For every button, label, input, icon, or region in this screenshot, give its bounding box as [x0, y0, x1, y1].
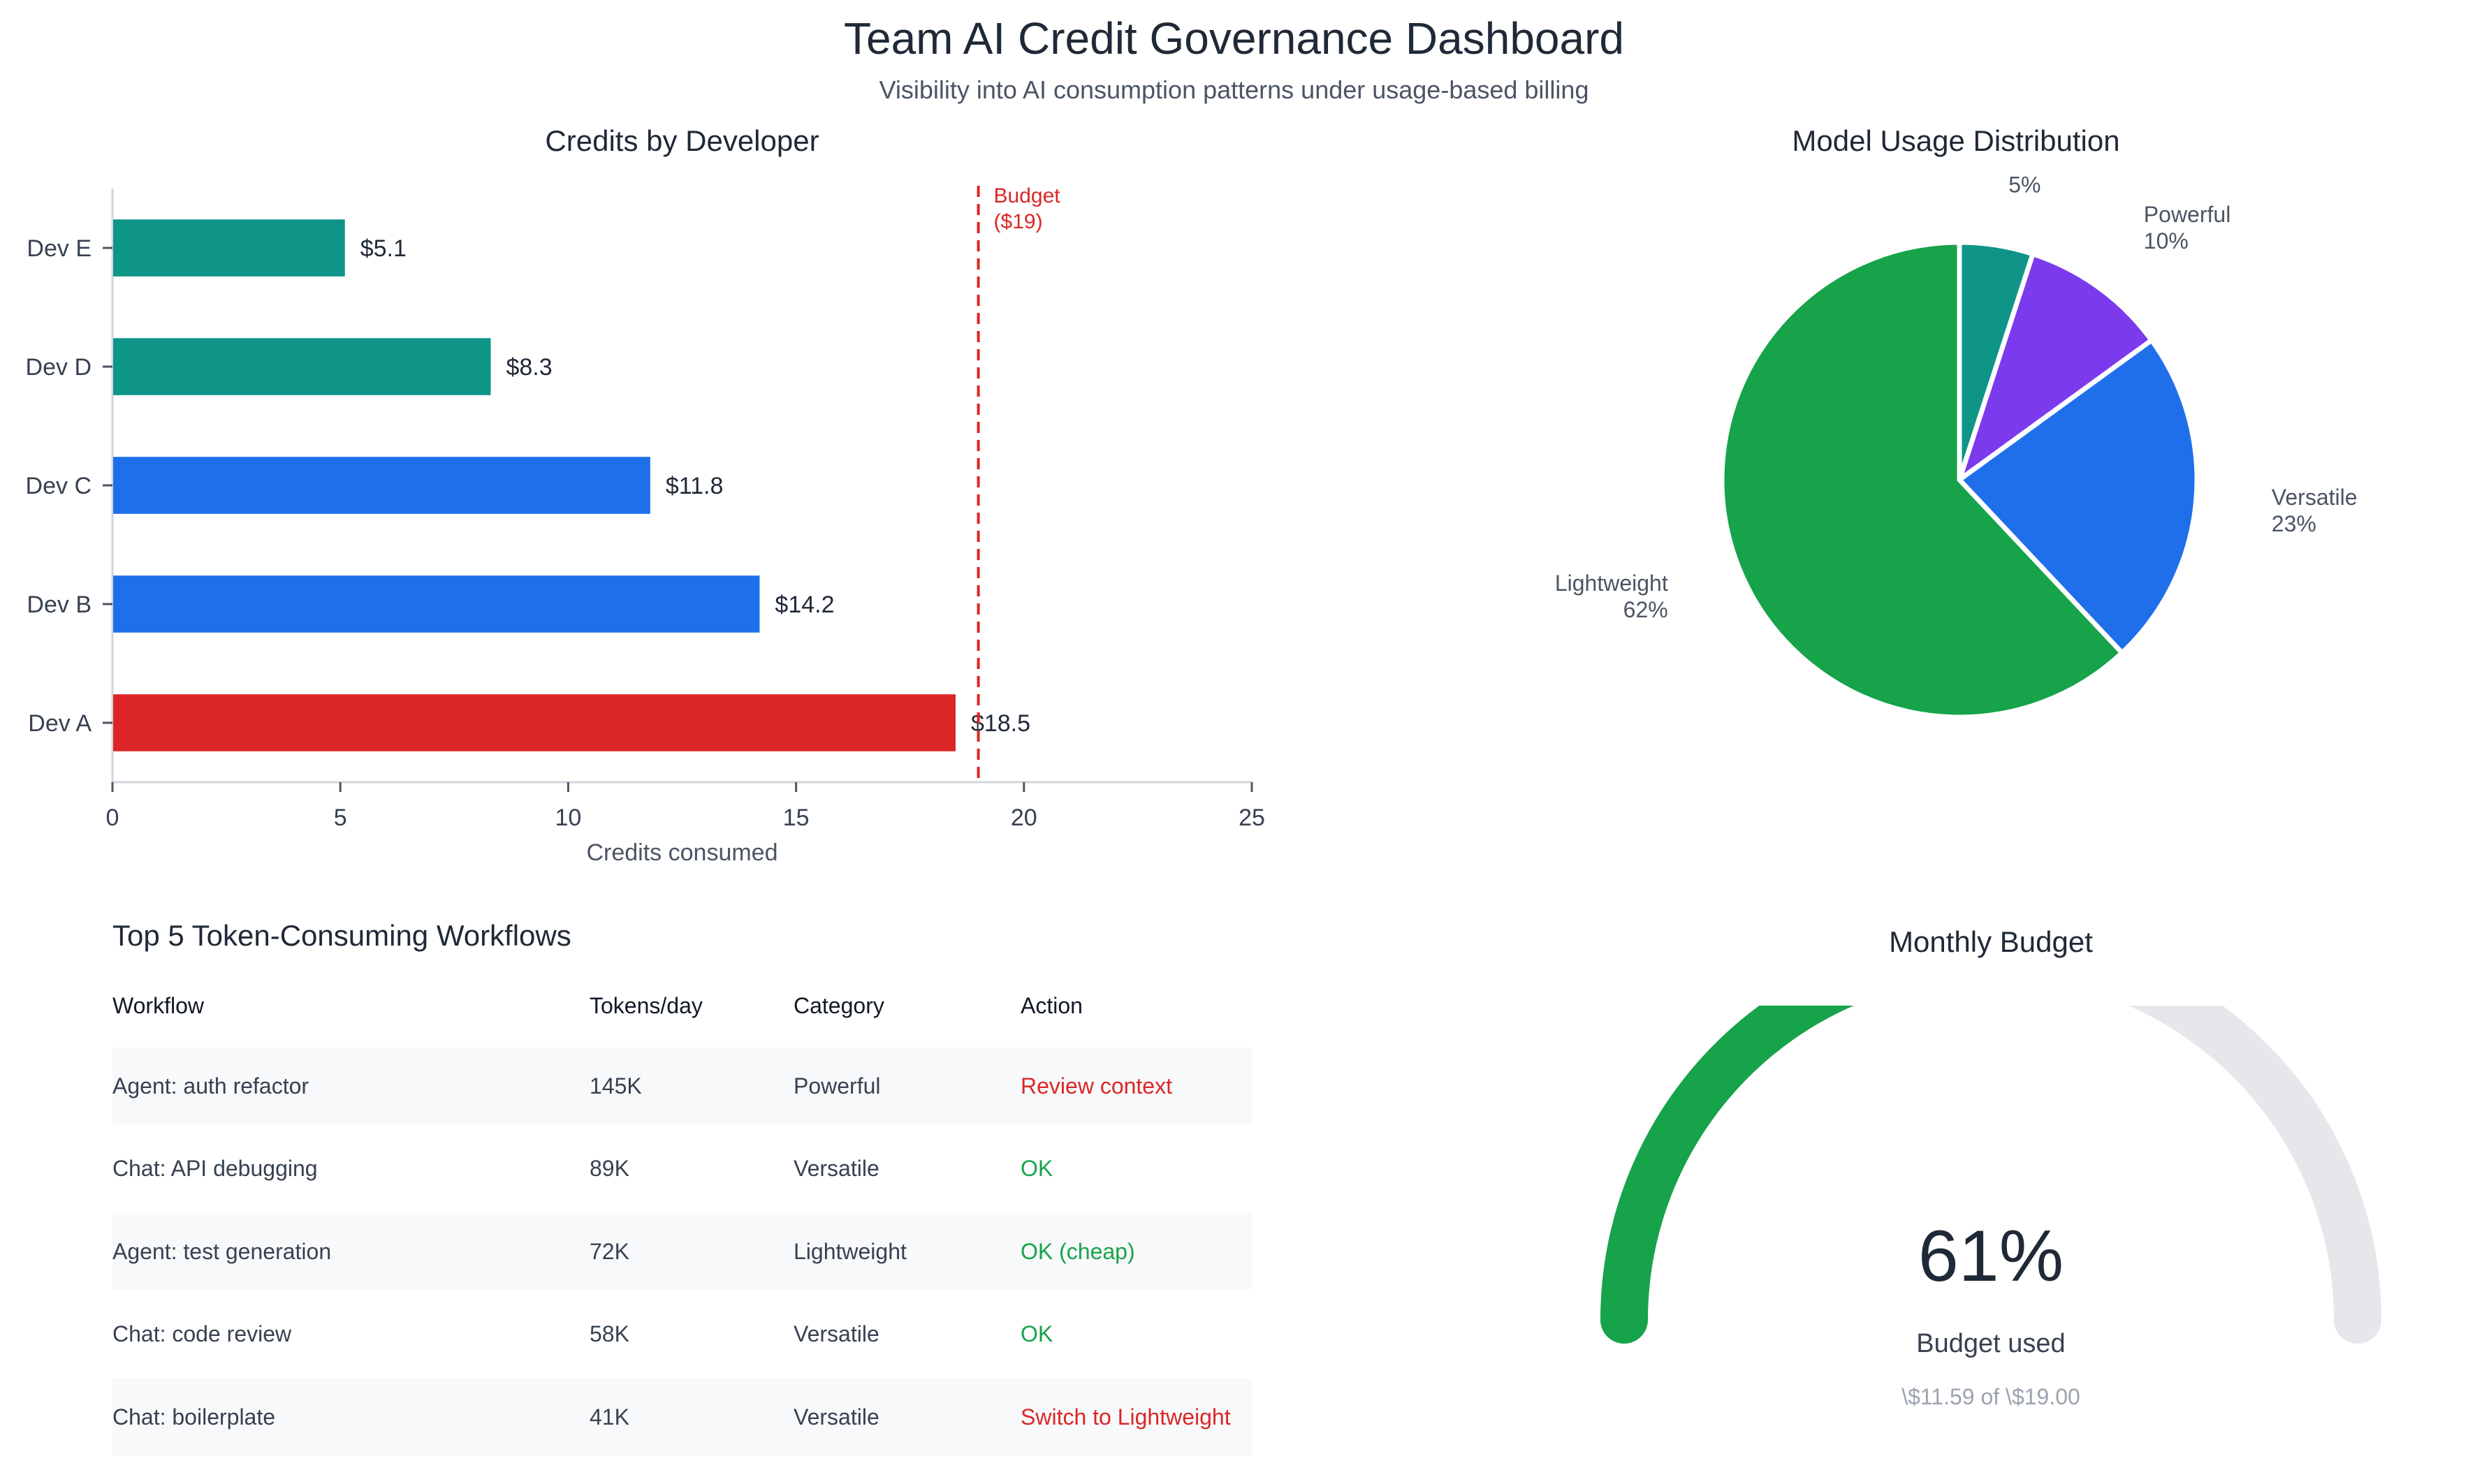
action-cell: OK: [1021, 1321, 1053, 1346]
pie-slice-percent-label: 5%: [2008, 172, 2040, 198]
category-cell: Powerful: [794, 1073, 881, 1099]
action-cell: OK: [1021, 1156, 1053, 1181]
pie-slice-name-label: Versatile: [2272, 485, 2358, 510]
credits-bar-chart: Dev A $18.5 Dev B $14.2 Dev C $11.8 Dev D $8.3 D…: [26, 184, 1265, 866]
bar-value-label: $8.3: [506, 354, 552, 381]
bar: [113, 219, 345, 277]
bar-chart-title: Credits by Developer: [545, 124, 819, 157]
y-tick-label: Dev E: [27, 235, 92, 262]
bar: [113, 575, 760, 633]
table-row: Agent: auth refactor 145K Powerful Revie…: [112, 1048, 1252, 1124]
table-row: Agent: test generation 72K Lightweight O…: [112, 1213, 1252, 1290]
tokens-cell: 58K: [590, 1321, 629, 1346]
bar-value-label: $11.8: [666, 473, 724, 499]
category-cell: Versatile: [794, 1404, 879, 1430]
pie-slice: [1719, 240, 2125, 720]
y-tick-label: Dev C: [26, 473, 92, 499]
pie-slice-name-label: Auto-routed: [2008, 168, 2125, 171]
pie-slice: [1957, 337, 2200, 656]
tokens-cell: 72K: [590, 1239, 629, 1264]
bar-value-label: $14.2: [775, 592, 834, 618]
column-header-tokens: Tokens/day: [590, 993, 703, 1018]
bar: [113, 338, 491, 395]
page-subtitle: Visibility into AI consumption patterns …: [879, 75, 1589, 104]
pie-slice-name-label: Lightweight: [1555, 571, 1668, 596]
budget-gauge: [1600, 1006, 2381, 1344]
workflow-cell: Chat: boilerplate: [112, 1404, 276, 1430]
pie-slice: [1957, 251, 2154, 483]
bar: [113, 457, 650, 514]
pie-slice-name-label: Powerful: [2144, 202, 2231, 227]
pie-slice-percent-label: 10%: [2144, 228, 2189, 254]
tokens-cell: 41K: [590, 1404, 629, 1430]
table-row: Chat: boilerplate 41K Versatile Switch t…: [112, 1379, 1252, 1455]
budget-line-value-label: ($19): [994, 210, 1043, 233]
pie-chart-title: Model Usage Distribution: [1792, 124, 2120, 157]
workflows-table-title: Top 5 Token-Consuming Workflows: [112, 919, 571, 952]
y-tick-label: Dev D: [26, 354, 92, 381]
bar: [113, 694, 956, 751]
y-tick-label: Dev A: [28, 710, 92, 737]
action-cell: Switch to Lightweight: [1021, 1404, 1231, 1430]
gauge-title: Monthly Budget: [1889, 925, 2093, 958]
gauge-label: Budget used: [1916, 1329, 2066, 1358]
y-tick-label: Dev B: [27, 592, 92, 618]
x-tick-label: 0: [106, 805, 119, 831]
x-tick-label: 10: [555, 805, 581, 831]
table-row: Chat: API debugging 89K Versatile OK: [112, 1130, 1252, 1207]
bar-value-label: $18.5: [971, 710, 1030, 737]
budget-line-label: Budget: [994, 184, 1061, 207]
x-axis-label: Credits consumed: [586, 839, 777, 866]
workflow-cell: Agent: auth refactor: [112, 1073, 309, 1099]
gauge-fill: [1600, 1006, 1854, 1344]
x-tick-label: 5: [334, 805, 347, 831]
gauge-percent: 61%: [1918, 1216, 2064, 1297]
table-header-row: Workflow Tokens/day Category Action: [112, 967, 1252, 1044]
x-tick-label: 15: [783, 805, 810, 831]
column-header-workflow: Workflow: [112, 993, 204, 1018]
x-tick-label: 20: [1011, 805, 1037, 831]
workflow-cell: Agent: test generation: [112, 1239, 332, 1264]
column-header-category: Category: [794, 993, 884, 1018]
x-tick-label: 25: [1239, 805, 1265, 831]
tokens-cell: 89K: [590, 1156, 629, 1181]
gauge-detail: \$11.59 of \$19.00: [1901, 1384, 2080, 1409]
category-cell: Versatile: [794, 1156, 879, 1181]
pie-slice-percent-label: 23%: [2272, 511, 2316, 536]
action-cell: Review context: [1021, 1073, 1172, 1099]
bar-value-label: $5.1: [360, 235, 407, 262]
column-header-action: Action: [1021, 993, 1083, 1018]
table-row: Chat: code review 58K Versatile OK: [112, 1295, 1252, 1372]
action-cell: OK (cheap): [1021, 1239, 1135, 1264]
workflow-cell: Chat: API debugging: [112, 1156, 318, 1181]
category-cell: Versatile: [794, 1321, 879, 1346]
pie-slice-percent-label: 62%: [1623, 597, 1668, 622]
tokens-cell: 145K: [590, 1073, 642, 1099]
page-title: Team AI Credit Governance Dashboard: [843, 13, 1625, 64]
category-cell: Lightweight: [794, 1239, 907, 1264]
workflow-cell: Chat: code review: [112, 1321, 292, 1346]
